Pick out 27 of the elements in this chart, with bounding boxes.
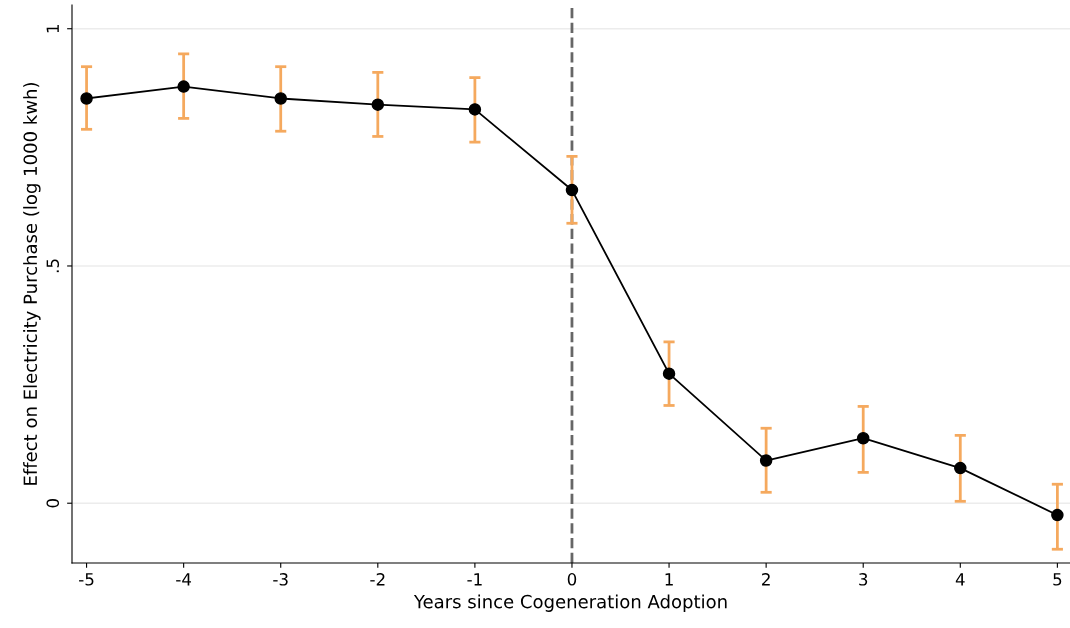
x-tick-label: 4	[955, 573, 965, 586]
x-tick-label: -3	[273, 573, 288, 586]
y-tick-label: 0	[46, 499, 60, 508]
x-tick-label: 3	[859, 573, 868, 586]
point	[759, 454, 773, 467]
point	[177, 80, 190, 93]
x-tick-label: 2	[762, 573, 770, 586]
point	[1051, 508, 1064, 522]
point	[371, 98, 385, 111]
y-tick-label: .5	[46, 259, 60, 273]
point	[954, 461, 967, 475]
point	[565, 183, 579, 197]
x-tick-label: -2	[370, 573, 385, 586]
y-axis-title: Effect on Electricity Purchase (log 1000 kwh)	[23, 83, 41, 485]
x-tick-label: 1	[665, 573, 673, 586]
point	[662, 367, 676, 380]
x-tick-label: 0	[567, 573, 577, 586]
point	[468, 103, 482, 116]
point	[80, 92, 93, 105]
y-tick-label: 1	[46, 24, 59, 33]
x-axis-title: Years since Cogeneration Adoption	[413, 594, 727, 612]
x-tick-label: 5	[1053, 573, 1062, 586]
x-tick-label: -5	[79, 573, 94, 586]
x-tick-label: -4	[176, 573, 192, 586]
x-tick-label: -1	[467, 573, 482, 586]
point	[274, 92, 287, 105]
point	[856, 431, 870, 445]
